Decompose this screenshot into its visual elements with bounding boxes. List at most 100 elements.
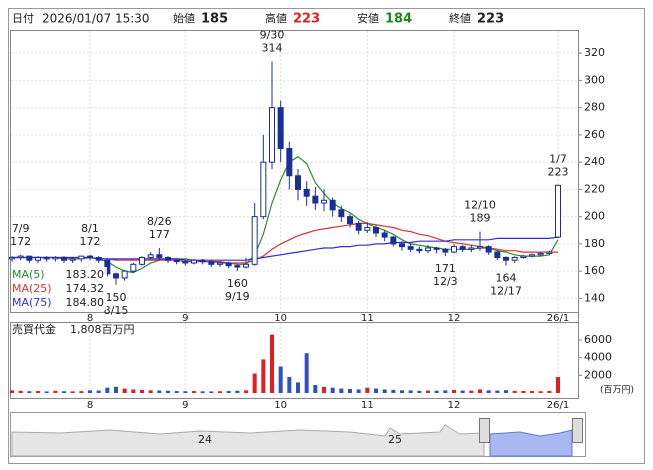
volume-bar [547, 390, 552, 393]
candle-body [243, 263, 249, 268]
candle-body [416, 248, 423, 252]
candle-body [555, 184, 561, 238]
volume-bar [400, 390, 404, 393]
header-label: 日付 [12, 12, 34, 25]
volume-bar [495, 390, 500, 393]
volume-bar [218, 391, 222, 393]
volume-bar [122, 388, 127, 393]
header-value: 223 [477, 12, 504, 27]
candle-body [113, 273, 119, 279]
candle-body [295, 175, 301, 190]
x-tick-label: 10 [274, 313, 287, 324]
candle-body [451, 246, 457, 253]
candle-body [390, 236, 397, 245]
candle-body [485, 246, 492, 253]
volume-bar [382, 389, 387, 393]
y-tick-label: 220 [584, 182, 605, 195]
y-tick-label: 240 [584, 155, 605, 168]
y-tick-label: 6000 [584, 333, 612, 346]
volume-bar [140, 389, 144, 393]
navigator-label: 25 [388, 433, 402, 446]
annotation-value: 172 [80, 235, 101, 248]
legend-name: MA(75) [12, 296, 52, 309]
volume-bar [330, 387, 335, 393]
candle-body [529, 254, 535, 257]
candle-body [69, 258, 76, 261]
legend-value: 184.80 [66, 296, 105, 309]
volume-bar [174, 391, 179, 393]
header-datetime: 2026/01/07 15:30 [42, 12, 150, 26]
volume-bar [452, 389, 456, 393]
volume-bar [391, 389, 396, 393]
volume-bar [460, 390, 465, 393]
candle-body [35, 257, 41, 261]
volume-bar [322, 386, 326, 393]
candle-body [225, 262, 232, 267]
volume-bar [287, 377, 292, 393]
candle-body [165, 257, 171, 261]
candle-body [433, 247, 440, 250]
candle-body [78, 255, 85, 260]
navigator-handle[interactable] [572, 418, 583, 443]
volume-bar [105, 387, 110, 393]
candle-body [442, 248, 449, 253]
y-tick-label: 260 [584, 128, 605, 141]
volume-bar [348, 389, 352, 393]
annotation-value: 160 [227, 277, 248, 290]
candle-body [95, 257, 102, 261]
y-tick-label: 320 [584, 46, 605, 59]
volume-title: 売買代金 [12, 322, 56, 336]
candle-body [208, 261, 215, 265]
volume-bar [270, 334, 274, 393]
volume-bar [209, 391, 214, 393]
candle-body [9, 257, 15, 260]
volume-bar [408, 390, 413, 393]
x-tick-label: 11 [361, 400, 374, 411]
x-tick-label: 10 [274, 400, 287, 411]
volume-bar [192, 391, 196, 393]
candle-body [312, 195, 319, 204]
header-label: 終値 [449, 11, 471, 25]
header-value: 223 [293, 12, 320, 27]
annotation-date: 1/7 [549, 152, 567, 165]
candle-body [477, 246, 483, 249]
volume-bar [504, 390, 508, 393]
candle-body [147, 254, 154, 259]
y-tick-label: 280 [584, 101, 605, 114]
candle-body [303, 188, 310, 197]
annotation-value: 172 [10, 235, 31, 248]
candle-body [329, 199, 336, 211]
volume-bar [278, 366, 283, 393]
annotation-date: 9/30 [260, 28, 285, 41]
candle-body [537, 252, 544, 256]
volume-bar [556, 377, 560, 393]
candle-body [373, 227, 379, 234]
x-tick-label: 26/1 [547, 400, 569, 411]
candle-body [139, 257, 145, 265]
volume-bar [538, 391, 543, 393]
annotation-date: 8/1 [81, 222, 99, 235]
volume-bar [426, 390, 430, 393]
candle-body [364, 227, 371, 231]
candle-body [191, 259, 197, 264]
candle-body [26, 255, 33, 261]
outer-frame [8, 8, 645, 464]
volume-bar [313, 385, 318, 393]
annotation-date: 8/26 [147, 215, 172, 228]
volume-bar [157, 390, 162, 393]
x-tick-label: 8 [87, 400, 93, 411]
x-tick-label: 8 [87, 313, 93, 324]
annotation-value: 171 [435, 262, 456, 275]
volume-bar [443, 390, 448, 393]
volume-bar [226, 391, 231, 393]
x-tick-label: 11 [361, 313, 374, 324]
navigator-handle[interactable] [479, 418, 490, 443]
volume-bar [356, 389, 361, 393]
volume-bar [374, 388, 378, 393]
y-tick-label: 200 [584, 210, 605, 223]
volume-bar [79, 391, 84, 393]
candle-body [251, 216, 258, 265]
candle-body [503, 257, 509, 261]
volume-bar [88, 390, 92, 393]
